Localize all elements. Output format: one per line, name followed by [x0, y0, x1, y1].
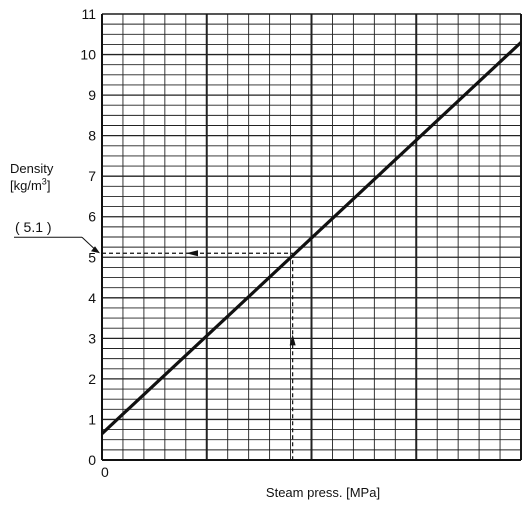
y-tick-label: 7 — [88, 168, 96, 184]
y-axis-unit-suffix: ] — [46, 178, 51, 193]
x-tick-label: 0 — [101, 464, 109, 480]
x-tick-labels: 0 — [101, 464, 109, 480]
y-tick-label: 3 — [88, 330, 96, 346]
y-tick-label: 2 — [88, 371, 96, 387]
y-tick-label: 9 — [88, 87, 96, 103]
y-tick-label: 5 — [88, 249, 96, 265]
y-tick-label: 1 — [88, 411, 96, 427]
y-tick-label: 10 — [80, 47, 96, 63]
y-tick-label: 0 — [88, 452, 96, 468]
y-axis-title-line1: Density — [10, 161, 54, 176]
y-tick-label: 8 — [88, 128, 96, 144]
y-tick-label: 6 — [88, 209, 96, 225]
y-axis-title: Density [kg/m3] — [10, 160, 53, 194]
axes — [101, 13, 522, 461]
y-axis-unit-prefix: [kg/m — [10, 178, 42, 193]
annotation-label: ( 5.1 ) — [15, 219, 52, 235]
annotation-layer: ( 5.1 ) — [14, 219, 296, 460]
y-axis-unit-sup: 3 — [41, 176, 47, 187]
y-tick-label: 11 — [81, 6, 96, 22]
density-curve — [100, 41, 522, 435]
x-axis-title: Steam press. [MPa] — [266, 485, 380, 500]
y-tick-label: 4 — [88, 290, 96, 306]
annotation-arrowhead — [91, 246, 100, 254]
y-axis-title-line2: [kg/m3] — [10, 177, 53, 194]
y-tick-labels: 0 1 2 3 4 5 6 7 8 9 10 11 — [80, 6, 96, 468]
series-layer — [100, 41, 522, 435]
reading-arrow-left — [186, 250, 198, 257]
reading-arrow-up — [289, 334, 296, 346]
